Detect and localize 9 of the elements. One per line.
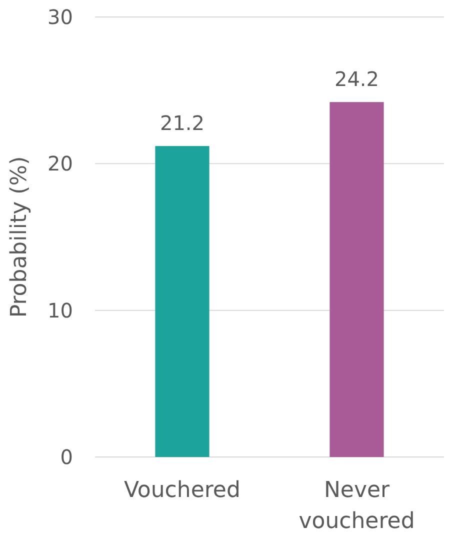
data-label: 24.2 — [334, 67, 380, 92]
x-tick-label: Vouchered — [124, 478, 240, 503]
x-tick-label: Never vouchered — [298, 478, 415, 534]
y-axis-title: Probability (%) — [7, 156, 32, 318]
y-tick-label: 10 — [48, 298, 73, 322]
y-tick-label: 20 — [48, 152, 73, 176]
y-tick-label: 0 — [60, 445, 73, 469]
y-tick-label: 30 — [48, 5, 73, 29]
data-label: 21.2 — [160, 111, 205, 136]
